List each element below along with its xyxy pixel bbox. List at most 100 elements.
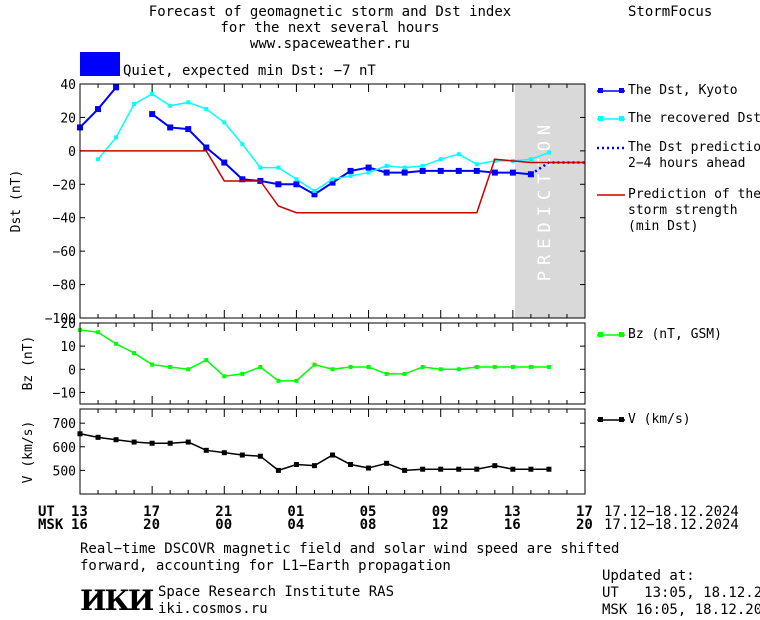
ut-tick-label: 21 xyxy=(215,504,233,520)
dst-ytick-label: 0 xyxy=(68,145,76,160)
bz-swatch-marker xyxy=(619,332,624,337)
v-axis-label: V (km/s) xyxy=(21,421,36,484)
v-point xyxy=(203,447,209,453)
bz-point xyxy=(456,367,461,372)
ut-date-range: 17.12−18.12.2024 xyxy=(604,504,739,520)
storm-strength-legend-label: storm strength xyxy=(628,203,738,218)
ut-tick-label: 17 xyxy=(576,504,593,520)
bz-point xyxy=(240,371,245,376)
v-point xyxy=(528,466,534,472)
dst-recovered-point xyxy=(276,165,281,170)
v-point xyxy=(293,461,299,467)
dst-recovered-point xyxy=(204,107,209,112)
v-point xyxy=(131,439,137,445)
v-point xyxy=(113,437,119,443)
dst-kyoto-point xyxy=(239,176,246,183)
dst-kyoto-point xyxy=(293,181,300,188)
ut-tick-label: 01 xyxy=(287,504,305,520)
dst-kyoto-swatch-marker xyxy=(619,88,624,93)
status-text: Quiet, expected min Dst: −7 nT xyxy=(123,63,376,79)
dst-recovered-point xyxy=(438,157,443,162)
dst-recovered-point xyxy=(546,150,551,155)
dst-recovered-point xyxy=(330,177,335,182)
msk-tick-label: 20 xyxy=(576,517,593,533)
bz-point xyxy=(150,362,155,367)
v-point xyxy=(167,440,173,446)
bz-point xyxy=(168,364,173,369)
msk-axis-label: MSK xyxy=(38,517,64,533)
v-point xyxy=(384,460,390,466)
v-point xyxy=(311,463,317,469)
dst-kyoto-point xyxy=(167,124,174,131)
bz-point xyxy=(330,367,335,372)
bz-legend-label: Bz (nT, GSM) xyxy=(628,327,722,342)
dst-recovered-point xyxy=(96,157,101,162)
site-url[interactable]: www.spaceweather.ru xyxy=(249,36,411,52)
iki-logo: ИКИ xyxy=(80,584,154,617)
dst-kyoto-point xyxy=(365,164,372,171)
dst-kyoto-point xyxy=(383,169,390,176)
dst-ytick-label: −80 xyxy=(53,279,76,294)
dst-recovered-point xyxy=(366,170,371,175)
dst-kyoto-point xyxy=(491,169,498,176)
dst-kyoto-line xyxy=(151,113,531,196)
dst-kyoto-point xyxy=(509,169,516,176)
dst-recovered-point xyxy=(456,152,461,157)
dst-ytick-label: −20 xyxy=(53,178,76,193)
v-point xyxy=(95,434,101,440)
footer-note-line2: forward, accounting for L1−Earth propaga… xyxy=(80,558,451,574)
v-point xyxy=(330,452,335,458)
storm-strength-line xyxy=(80,150,585,214)
dst-recovered-swatch-marker xyxy=(619,116,624,121)
msk-date-range: 17.12−18.12.2024 xyxy=(604,517,739,533)
institute-site[interactable]: iki.cosmos.ru xyxy=(158,601,268,617)
dst-recovered-point xyxy=(186,100,191,105)
v-ytick-label: 600 xyxy=(53,441,76,456)
v-point xyxy=(257,453,263,459)
v-point xyxy=(546,466,552,472)
dst-ytick-label: −40 xyxy=(53,212,76,227)
bz-point xyxy=(204,358,209,363)
dst-recovered-point xyxy=(294,177,299,182)
dst-recovered-point xyxy=(312,188,317,193)
v-point xyxy=(239,452,245,458)
dst-recovered-point xyxy=(528,157,533,162)
v-point xyxy=(366,465,372,471)
dst-kyoto-point xyxy=(149,111,156,118)
dst-kyoto-point xyxy=(203,144,210,151)
dst-kyoto-point xyxy=(455,167,462,174)
ut-tick-label: 13 xyxy=(71,504,88,520)
v-point xyxy=(149,440,155,446)
updated-msk: MSK 16:05, 18.12.2024 xyxy=(602,602,760,618)
bz-line xyxy=(79,329,549,382)
v-point xyxy=(420,466,426,472)
ut-tick-label: 17 xyxy=(143,504,160,520)
dst-kyoto-point xyxy=(185,126,192,133)
bz-point xyxy=(474,364,479,369)
storm-strength-legend-label: (min Dst) xyxy=(628,219,699,234)
bz-point xyxy=(96,330,101,335)
v-swatch-marker xyxy=(619,417,624,422)
brand-name: StormFocus xyxy=(628,4,713,20)
bz-axis-label: Bz (nT) xyxy=(21,336,36,391)
v-point xyxy=(438,466,444,472)
status-color-box xyxy=(80,52,120,76)
dst-kyoto-point xyxy=(473,167,480,174)
dst-kyoto-point xyxy=(419,167,426,174)
dst-recovered-point xyxy=(168,103,173,108)
bz-point xyxy=(366,364,371,369)
bz-ytick-label: 0 xyxy=(68,363,76,378)
bz-panel-frame xyxy=(79,322,586,405)
bz-ytick-label: 10 xyxy=(60,340,76,355)
bz-point xyxy=(312,362,317,367)
bz-point xyxy=(510,364,515,369)
bz-point xyxy=(546,364,551,369)
dst-kyoto-point xyxy=(113,84,120,91)
bz-point xyxy=(420,364,425,369)
msk-tick-label: 16 xyxy=(503,517,521,533)
msk-tick-label: 16 xyxy=(71,517,88,533)
dst-recovered-swatch-marker xyxy=(598,116,603,121)
dst-kyoto-swatch-marker xyxy=(598,88,603,93)
v-point xyxy=(185,439,191,445)
v-point xyxy=(510,466,516,472)
